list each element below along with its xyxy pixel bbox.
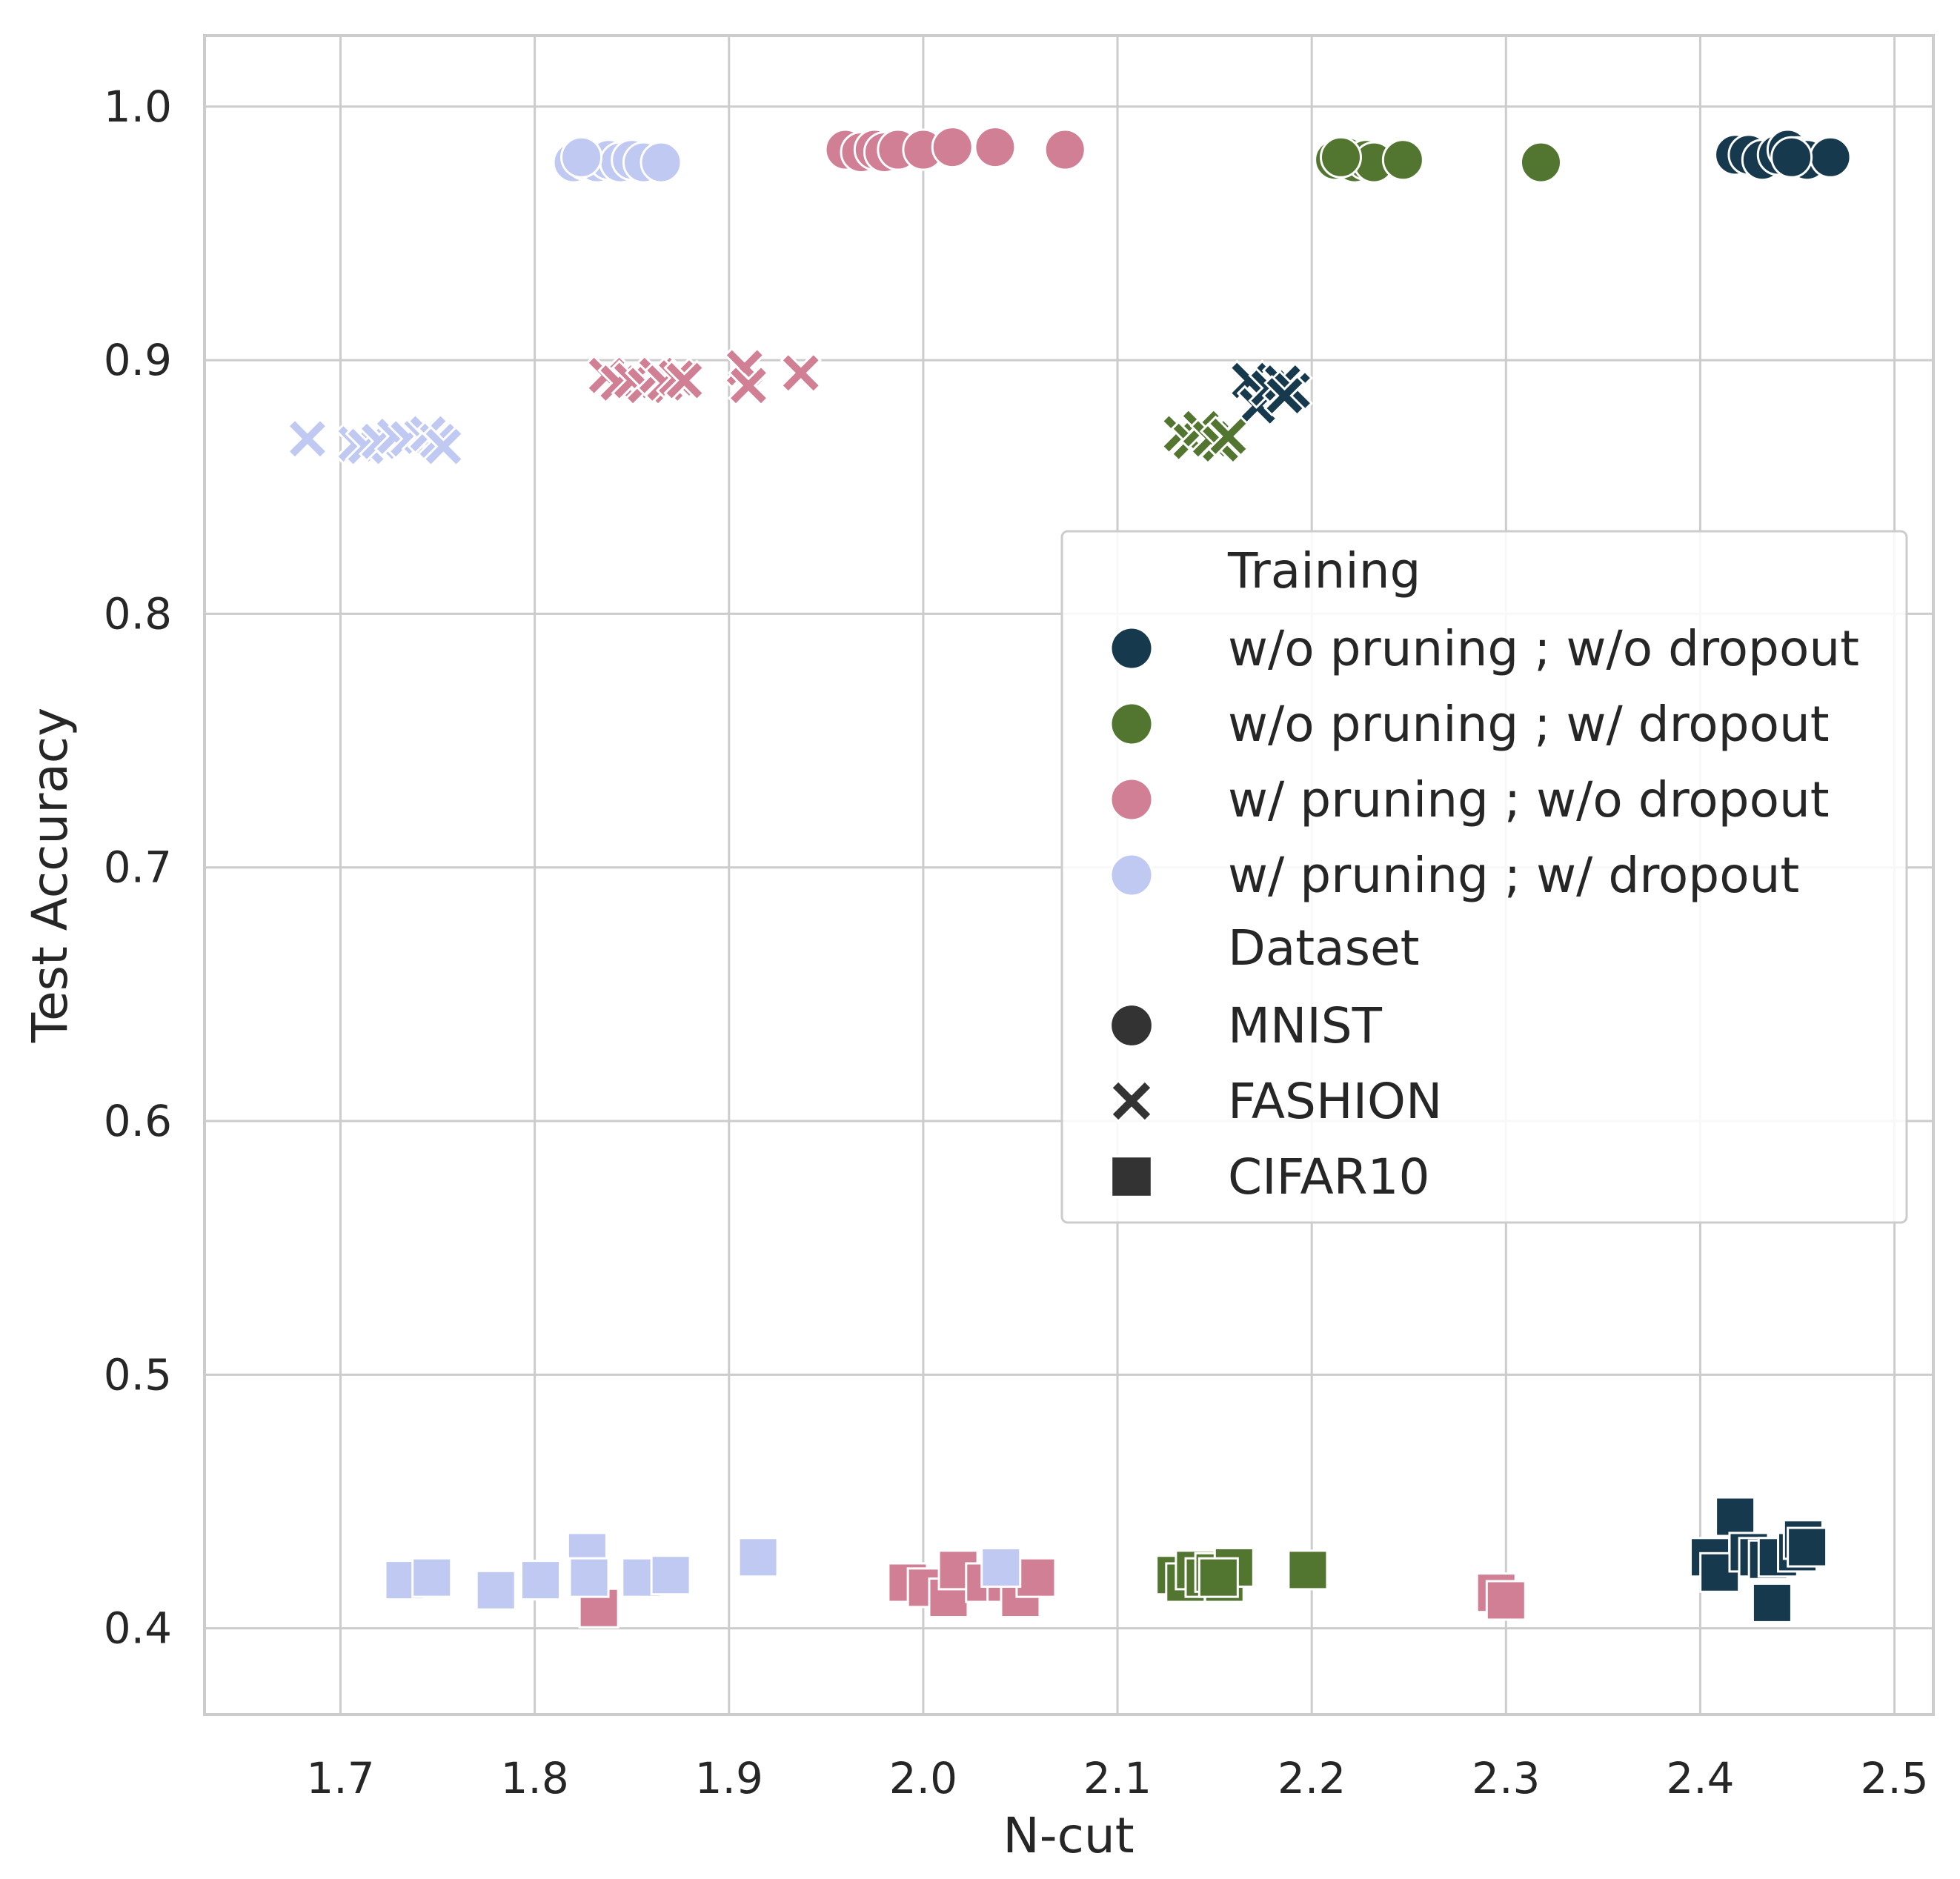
data-point-cifar10 (1287, 1549, 1329, 1591)
legend-box (1060, 530, 1908, 1224)
x-tick-label: 2.2 (1278, 1753, 1346, 1803)
x-tick-label: 2.1 (1083, 1753, 1152, 1803)
data-point-cifar10 (475, 1569, 516, 1611)
legend-circle-marker (1109, 1003, 1154, 1048)
x-tick-label: 1.9 (695, 1753, 763, 1803)
data-point-mnist (1381, 139, 1424, 182)
x-tick-label: 2.0 (889, 1753, 957, 1803)
legend-hue-swatch (1109, 777, 1154, 822)
data-point-fashion (1263, 374, 1306, 417)
data-point-fashion (422, 425, 465, 468)
data-point-cifar10 (411, 1557, 453, 1598)
x-tick-label: 2.5 (1860, 1753, 1928, 1803)
x-axis-label: N-cut (1003, 1807, 1134, 1864)
y-tick-label: 0.6 (104, 1096, 172, 1146)
y-axis-label: Test Accuracy (21, 708, 79, 1043)
data-point-mnist (1519, 141, 1562, 184)
data-point-mnist (974, 126, 1017, 169)
legend: Training Dataset w/o pruning ; w/o dropo… (1060, 530, 1908, 1224)
legend-hue-swatch (1109, 853, 1154, 897)
data-point-cifar10 (1751, 1582, 1793, 1623)
data-point-cifar10 (650, 1554, 691, 1596)
y-tick-label: 1.0 (104, 82, 172, 132)
x-tick-labels: 1.7 1.8 1.9 2.0 2.1 2.2 2.3 2.4 2.5 (306, 1753, 1928, 1803)
y-tick-label: 0.4 (104, 1603, 172, 1654)
y-tick-label: 0.9 (104, 335, 172, 385)
data-point-fashion (663, 359, 705, 402)
legend-hue-swatch (1109, 626, 1154, 671)
x-tick-label: 1.7 (306, 1753, 374, 1803)
x-tick-label: 2.3 (1472, 1753, 1540, 1803)
data-point-cifar10 (1485, 1580, 1527, 1621)
legend-hue-label: w/o pruning ; w/ dropout (1228, 696, 1830, 753)
y-tick-label: 0.5 (104, 1349, 172, 1400)
legend-hue-label: w/o pruning ; w/o dropout (1228, 620, 1859, 677)
y-tick-labels: 0.4 0.5 0.6 0.7 0.8 0.9 1.0 (104, 82, 172, 1654)
y-tick-label: 0.8 (104, 588, 172, 639)
data-point-fashion (727, 365, 770, 407)
data-point-cifar10 (1197, 1557, 1239, 1598)
data-point-mnist (560, 136, 603, 179)
data-point-cifar10 (980, 1546, 1022, 1588)
legend-hue-swatch (1109, 702, 1154, 746)
legend-x-marker (1109, 1079, 1154, 1123)
legend-hue-label: w/ pruning ; w/o dropout (1228, 771, 1830, 828)
data-point-fashion (780, 352, 822, 394)
data-point-mnist (1809, 136, 1852, 179)
data-point-cifar10 (1715, 1496, 1756, 1537)
y-tick-label: 0.7 (104, 842, 172, 893)
x-tick-label: 1.8 (501, 1753, 569, 1803)
data-point-cifar10 (1787, 1526, 1828, 1568)
x-tick-label: 2.4 (1666, 1753, 1734, 1803)
legend-title-training: Training (1227, 542, 1421, 599)
data-point-fashion (1207, 415, 1249, 457)
legend-square-marker (1110, 1155, 1153, 1198)
data-point-mnist (640, 141, 682, 184)
data-point-mnist (1043, 128, 1086, 171)
data-point-mnist (1319, 136, 1362, 179)
data-point-mnist (1770, 136, 1813, 179)
data-point-fashion (286, 418, 329, 460)
data-point-cifar10 (519, 1560, 561, 1601)
legend-hue-label: w/ pruning ; w/ dropout (1228, 847, 1799, 904)
legend-dataset-label: FASHION (1228, 1073, 1442, 1130)
legend-dataset-label: MNIST (1228, 997, 1383, 1054)
data-point-cifar10 (568, 1557, 610, 1598)
data-point-cifar10 (1015, 1557, 1057, 1598)
legend-dataset-label: CIFAR10 (1228, 1148, 1429, 1205)
data-point-mnist (931, 126, 974, 169)
data-point-cifar10 (737, 1537, 779, 1578)
data-points (286, 126, 1852, 1629)
legend-title-dataset: Dataset (1228, 919, 1419, 977)
